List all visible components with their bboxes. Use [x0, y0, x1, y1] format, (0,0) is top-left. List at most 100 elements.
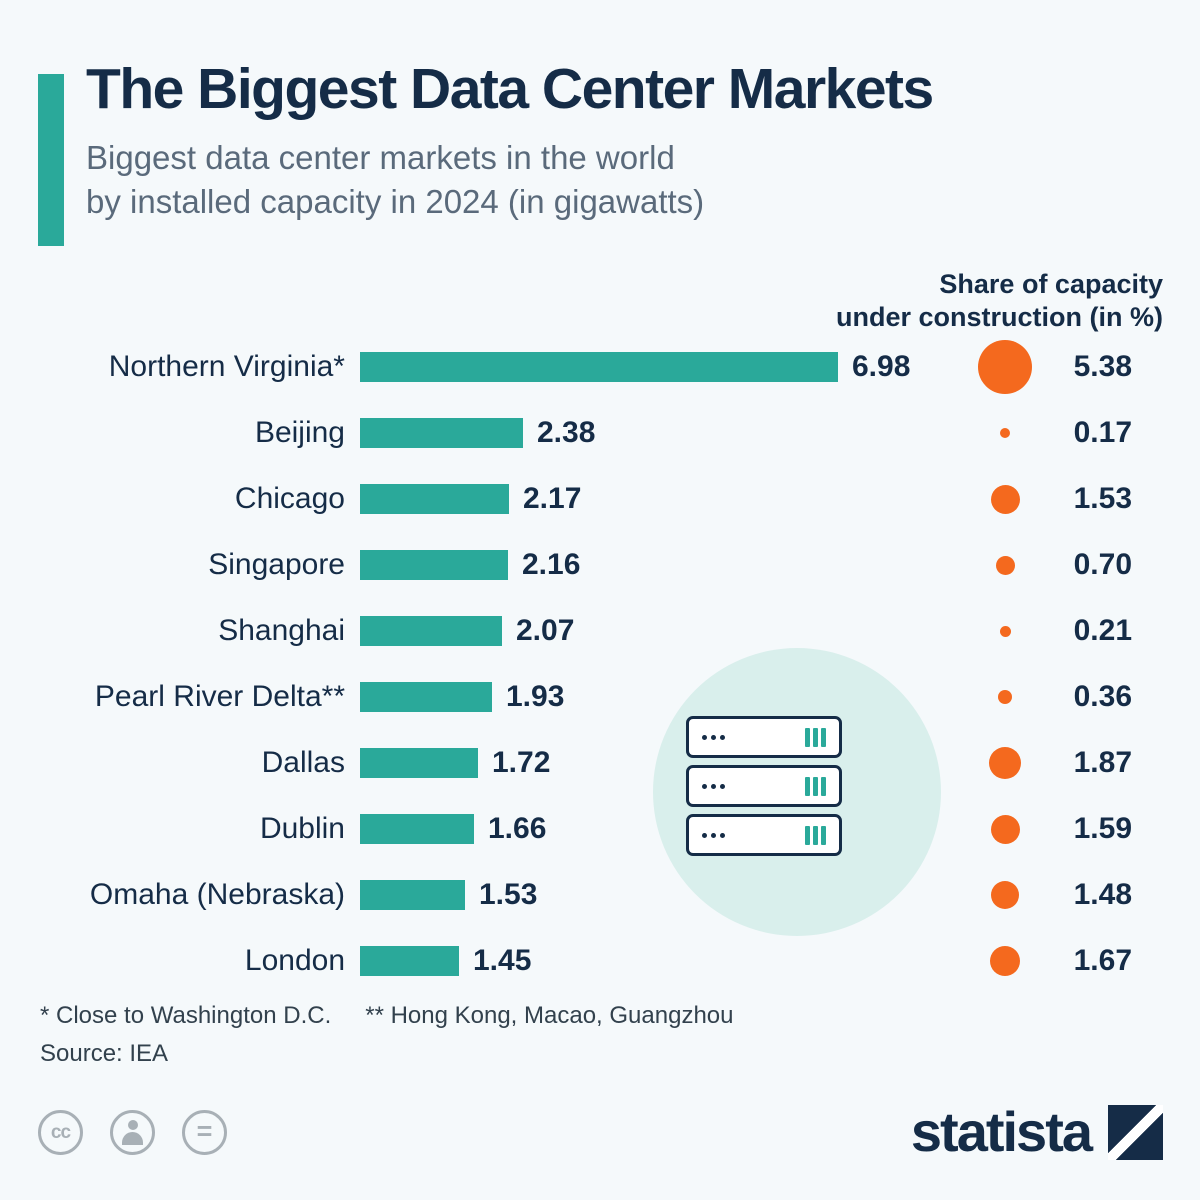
- chart-row: Beijing 2.38 0.17: [40, 400, 1200, 466]
- server-rack-icon: [686, 716, 842, 758]
- bar-area: 2.16: [360, 548, 930, 582]
- construction-share-value: 5.38: [1073, 350, 1132, 383]
- construction-share-dot: [978, 340, 1032, 394]
- chart-row: Pearl River Delta** 1.93 0.36: [40, 664, 1200, 730]
- market-label: Beijing: [254, 416, 345, 449]
- page-title: The Biggest Data Center Markets: [86, 57, 934, 121]
- capacity-bar: [360, 814, 474, 844]
- rack-vents: [805, 727, 826, 747]
- statista-wordmark: statista: [910, 1100, 1093, 1163]
- construction-share-dot: [990, 484, 1020, 514]
- bar-area: 1.53: [360, 878, 930, 912]
- rack-dots: [702, 832, 725, 838]
- construction-share-value: 0.70: [1073, 548, 1132, 581]
- construction-share-dot: [991, 881, 1019, 909]
- chart-row: Chicago 2.17 1.53: [40, 466, 1200, 532]
- statista-branding: statista: [911, 1104, 1163, 1160]
- market-label: Shanghai: [218, 614, 345, 647]
- bar-area: 1.66: [360, 812, 930, 846]
- rack-dots: [702, 734, 725, 740]
- construction-share-value: 0.21: [1073, 614, 1132, 647]
- title-accent-bar: [38, 74, 64, 246]
- capacity-value: 1.45: [473, 944, 532, 977]
- statista-logo-icon: [1108, 1104, 1163, 1160]
- header: The Biggest Data Center Markets Biggest …: [86, 57, 1176, 224]
- footnote-2: ** Hong Kong, Macao, Guangzhou: [365, 1002, 734, 1029]
- capacity-value: 1.72: [492, 746, 551, 779]
- construction-share-dot: [990, 814, 1020, 844]
- chart-row: Shanghai 2.07 0.21: [40, 598, 1200, 664]
- creative-commons-icon: cc: [38, 1110, 83, 1155]
- market-label: Chicago: [234, 482, 345, 515]
- license-icons: cc =: [38, 1110, 227, 1155]
- dot-area: [930, 946, 1080, 976]
- construction-share-value: 1.59: [1073, 812, 1132, 845]
- construction-share-value: 0.36: [1073, 680, 1132, 713]
- capacity-bar: [360, 484, 509, 514]
- no-derivatives-icon: =: [182, 1110, 227, 1155]
- dot-area: [930, 881, 1080, 909]
- construction-share-dot: [989, 747, 1021, 779]
- footnote-1: * Close to Washington D.C.: [40, 1002, 332, 1029]
- dot-area: [930, 625, 1080, 637]
- construction-share-value: 1.67: [1073, 944, 1132, 977]
- share-column-header-line-2: under construction (in %): [836, 301, 1163, 332]
- market-label: Dublin: [259, 812, 345, 845]
- capacity-value: 1.66: [488, 812, 547, 845]
- chart-rows: Northern Virginia* 6.98 5.38 Beijing 2.3…: [40, 334, 1200, 994]
- rack-vents: [805, 825, 826, 845]
- market-label: Dallas: [261, 746, 345, 779]
- construction-share-dot: [995, 555, 1015, 575]
- bar-area: 6.98: [360, 350, 930, 384]
- construction-share-value: 1.87: [1073, 746, 1132, 779]
- capacity-value: 2.38: [537, 416, 596, 449]
- dot-area: [930, 814, 1080, 844]
- construction-share-dot: [990, 946, 1020, 976]
- rack-dots: [702, 783, 725, 789]
- rack-vents: [805, 776, 826, 796]
- construction-share-dot: [998, 690, 1012, 704]
- construction-share-value: 1.53: [1073, 482, 1132, 515]
- subtitle-line-2: by installed capacity in 2024 (in gigawa…: [86, 183, 705, 221]
- dot-area: [930, 747, 1080, 779]
- capacity-value: 6.98: [852, 350, 911, 383]
- chart-row: Northern Virginia* 6.98 5.38: [40, 334, 1200, 400]
- market-label: Singapore: [208, 548, 345, 581]
- capacity-bar: [360, 946, 459, 976]
- bar-area: 2.17: [360, 482, 930, 516]
- share-column-header: Share of capacity under construction (in…: [836, 268, 1163, 334]
- capacity-bar: [360, 352, 838, 382]
- dot-area: [930, 484, 1080, 514]
- source-line: Source: IEA: [40, 1040, 169, 1067]
- bar-area: 1.72: [360, 746, 930, 780]
- dot-area: [930, 340, 1080, 394]
- share-column-header-line-1: Share of capacity: [939, 269, 1163, 299]
- dot-area: [930, 690, 1080, 704]
- chart-row: Singapore 2.16 0.70: [40, 532, 1200, 598]
- capacity-value: 2.16: [522, 548, 581, 581]
- bar-area: 2.07: [360, 614, 930, 648]
- market-label: Omaha (Nebraska): [89, 878, 345, 911]
- bar-area: 1.45: [360, 944, 930, 978]
- bar-area: 1.93: [360, 680, 930, 714]
- capacity-value: 1.53: [479, 878, 538, 911]
- server-rack-icon: [686, 814, 842, 856]
- chart-row: Dublin 1.66 1.59: [40, 796, 1200, 862]
- market-label: Northern Virginia*: [108, 350, 345, 383]
- capacity-bar: [360, 550, 508, 580]
- construction-share-dot: [999, 625, 1011, 637]
- subtitle-line-1: Biggest data center markets in the world: [86, 138, 675, 176]
- construction-share-value: 1.48: [1073, 878, 1132, 911]
- footnotes: * Close to Washington D.C. ** Hong Kong,…: [40, 1002, 733, 1030]
- construction-share-dot: [1000, 428, 1010, 438]
- market-label: London: [244, 944, 345, 977]
- capacity-value: 2.17: [523, 482, 582, 515]
- page-subtitle: Biggest data center markets in the world…: [86, 136, 1176, 224]
- bar-area: 2.38: [360, 416, 930, 450]
- capacity-bar: [360, 418, 523, 448]
- server-rack-illustration: [686, 716, 842, 856]
- attribution-person-icon: [110, 1110, 155, 1155]
- capacity-bar: [360, 880, 465, 910]
- server-rack-icon: [686, 765, 842, 807]
- capacity-value: 2.07: [516, 614, 575, 647]
